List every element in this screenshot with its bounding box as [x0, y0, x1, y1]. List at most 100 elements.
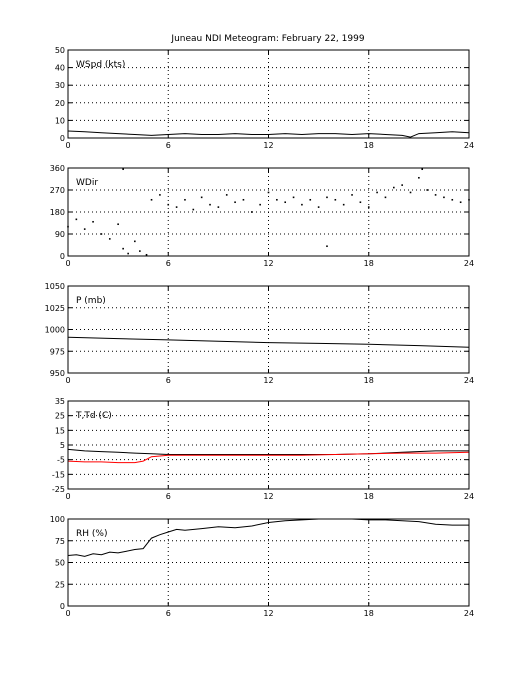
x-tick-label: 0	[65, 259, 70, 268]
x-tick-label: 6	[166, 141, 171, 150]
data-point	[83, 228, 86, 230]
y-tick-label: 25	[55, 412, 65, 421]
data-point	[401, 184, 403, 186]
x-tick-label: 12	[263, 492, 273, 501]
data-point	[301, 203, 303, 206]
data-point	[317, 206, 320, 208]
data-point	[326, 196, 328, 199]
data-point	[376, 191, 378, 194]
y-tick-label: 1050	[45, 282, 65, 291]
data-point	[426, 189, 429, 191]
data-point	[127, 252, 129, 255]
x-tick-label: 6	[166, 259, 171, 268]
data-point	[150, 198, 153, 201]
data-point	[309, 198, 312, 201]
data-point	[184, 198, 186, 201]
x-tick-label: 0	[65, 376, 70, 385]
y-tick-label: 950	[50, 369, 65, 378]
y-tick-label: 50	[55, 46, 65, 55]
data-point	[159, 194, 161, 196]
data-point	[434, 194, 437, 196]
data-point	[421, 168, 424, 171]
y-tick-label: 100	[50, 515, 65, 524]
x-tick-label: 24	[464, 492, 474, 501]
data-point	[200, 196, 203, 199]
data-point	[108, 238, 111, 240]
x-tick-label: 0	[65, 141, 70, 150]
data-point	[134, 240, 136, 243]
x-tick-label: 18	[364, 259, 374, 268]
y-tick-label: 975	[50, 347, 65, 356]
y-tick-label: 75	[55, 537, 65, 546]
data-point	[409, 191, 412, 194]
y-tick-label: -15	[52, 470, 65, 479]
y-tick-label: 0	[60, 252, 65, 261]
data-point	[284, 201, 287, 204]
x-tick-label: 6	[166, 376, 171, 385]
data-point	[459, 201, 462, 204]
x-tick-label: 18	[364, 492, 374, 501]
x-tick-label: 12	[263, 609, 273, 618]
series-line	[67, 518, 469, 557]
x-tick-label: 24	[464, 141, 474, 150]
y-tick-label: 90	[55, 230, 65, 239]
data-point	[334, 198, 337, 201]
data-point	[122, 168, 124, 171]
y-tick-label: 1025	[45, 304, 65, 313]
x-tick-label: 24	[464, 376, 474, 385]
y-tick-label: 50	[55, 559, 65, 568]
data-point	[242, 198, 245, 201]
panel-label: RH (%)	[76, 529, 107, 539]
y-tick-label: 25	[55, 580, 65, 589]
y-tick-label: -25	[52, 485, 65, 494]
chart-title: Juneau NDI Meteogram: February 22, 1999	[170, 34, 364, 44]
y-tick-label: 40	[55, 64, 65, 73]
data-point	[384, 196, 387, 199]
x-tick-label: 0	[65, 492, 70, 501]
data-point	[367, 206, 370, 208]
data-point	[225, 194, 228, 196]
panel-4: 0 6 12 18 24 0 25 50 75 100 RH (%)	[50, 515, 474, 618]
x-tick-label: 0	[65, 609, 70, 618]
data-point	[192, 208, 195, 211]
data-point	[100, 233, 103, 235]
y-tick-label: 15	[55, 426, 65, 435]
data-point	[292, 196, 295, 199]
data-point	[234, 201, 236, 204]
x-tick-label: 24	[464, 259, 474, 268]
x-tick-label: 18	[364, 609, 374, 618]
data-point	[175, 206, 178, 208]
data-point	[276, 198, 278, 201]
y-tick-label: 180	[50, 208, 65, 217]
data-point	[342, 203, 345, 206]
data-point	[145, 253, 148, 256]
data-point	[259, 203, 261, 206]
series-line	[67, 336, 470, 348]
data-point	[117, 223, 119, 226]
data-point	[443, 196, 445, 199]
panel-2: 0 6 12 18 24 950 975 1000 1025 1050 P (mb)	[45, 282, 474, 385]
x-tick-label: 6	[166, 492, 171, 501]
y-tick-label: 0	[60, 134, 65, 143]
data-point	[418, 176, 420, 179]
data-point	[451, 198, 454, 201]
data-point	[351, 194, 353, 196]
x-tick-label: 12	[263, 376, 273, 385]
panel-0: 0 6 12 18 24 0 10 20 30 40 50 WSpd (kts)	[55, 46, 474, 150]
panel-label: WDir	[76, 178, 98, 188]
data-point	[75, 218, 78, 221]
y-tick-label: 35	[55, 397, 65, 406]
panel-3: 0 6 12 18 24 -25 -15 -5 5 15 25 35 T,Td (C)	[52, 397, 474, 501]
y-tick-label: 360	[50, 164, 65, 173]
data-point	[167, 203, 170, 206]
y-tick-label: 30	[55, 81, 65, 90]
panel-1: 0 6 12 18 24 0 90 180 270 360 WDir	[50, 164, 474, 268]
panel-label: T,Td (C)	[75, 411, 112, 421]
data-point	[139, 250, 141, 252]
panel-label: P (mb)	[76, 296, 106, 306]
data-point	[217, 206, 220, 208]
panel-label: WSpd (kts)	[76, 60, 125, 70]
x-tick-label: 12	[263, 259, 273, 268]
